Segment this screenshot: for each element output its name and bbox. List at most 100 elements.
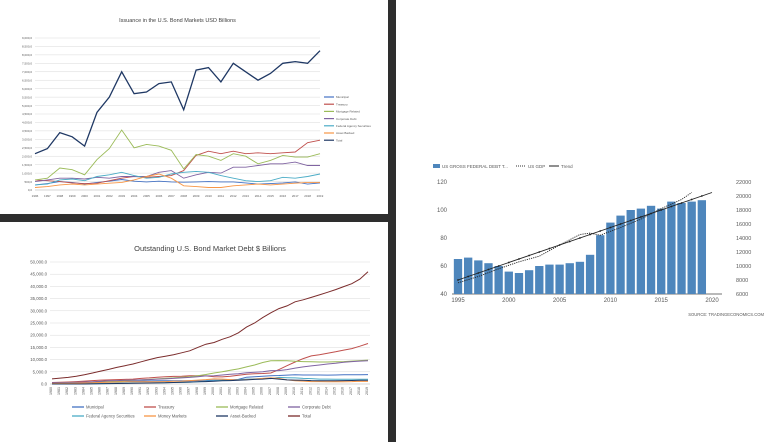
bar: [474, 260, 483, 294]
y-tick-label: 40,000.0: [30, 284, 47, 289]
x-tick-label: 2015: [333, 387, 337, 395]
y-tick-label: 35,000.0: [30, 296, 47, 301]
x-tick-label: 2018: [357, 387, 361, 395]
legend-label: Asset-Backed: [230, 414, 257, 419]
trend-point: [487, 268, 490, 271]
trend-point: [670, 205, 673, 208]
chart-title: Issuance in the U.S. Bond Markets USD Bi…: [119, 18, 236, 24]
bar: [697, 200, 707, 294]
y-tick-label: 6,000,0: [22, 87, 32, 91]
y2-tick-label: 16000: [736, 222, 751, 228]
x-tick-label: 2006: [156, 194, 163, 198]
x-tick-label: 2002: [106, 194, 113, 198]
x-tick-label: 2010: [292, 387, 296, 395]
x-tick-label: 2001: [94, 194, 101, 198]
y-tick-label: 9,000,0: [22, 36, 32, 40]
x-tick-label: 2016: [341, 387, 345, 395]
trend-point: [457, 279, 459, 281]
vertical-divider: [388, 0, 396, 442]
trend-point: [467, 275, 470, 278]
legend-label: Total: [336, 138, 343, 142]
source-label: SOURCE: TRADINGECONOMICS.COM: [688, 312, 764, 317]
x-tick-label: 2011: [300, 387, 304, 395]
series-line-total: [34, 50, 321, 155]
series-line-total: [51, 271, 369, 380]
y-tick-label: 15,000.0: [30, 345, 47, 350]
x-tick-label: 2001: [219, 387, 223, 395]
outstanding-chart: Outstanding U.S. Bond Market Debt $ Bill…: [30, 244, 370, 419]
trend-point: [690, 198, 693, 201]
x-tick-label: 2005: [553, 298, 567, 304]
legend-label: US GROSS FEDERAL DEBT T...: [442, 164, 508, 169]
x-tick-label: 1990: [130, 387, 134, 395]
legend-label: Municipal: [86, 405, 104, 410]
x-tick-label: 1998: [195, 387, 199, 395]
x-tick-label: 1997: [44, 194, 51, 198]
y-tick-label: 6,500,0: [22, 78, 32, 82]
y2-tick-label: 14000: [736, 236, 751, 242]
legend-label: Federal Agency Securities: [86, 414, 135, 419]
bar: [626, 210, 635, 294]
trend-point: [497, 265, 500, 267]
bar: [687, 201, 696, 294]
x-tick-label: 2014: [324, 387, 328, 395]
bar: [575, 261, 585, 294]
x-tick-label: 1986: [98, 387, 102, 395]
bar: [667, 201, 676, 294]
bar: [535, 266, 544, 294]
x-tick-label: 2000: [211, 387, 215, 395]
x-tick-label: 2015: [655, 298, 669, 304]
x-tick-label: 1996: [32, 194, 39, 198]
bar: [514, 273, 524, 294]
bar: [504, 271, 513, 294]
legend-label: Trend: [561, 164, 573, 169]
y-tick-label: 4,000,0: [22, 121, 32, 125]
trend-point: [650, 212, 652, 215]
x-tick-label: 1999: [203, 387, 207, 395]
y-tick-label: 100: [437, 208, 448, 214]
y-tick-label: 45,000.0: [30, 272, 47, 277]
bar: [494, 266, 503, 294]
y-tick-label: 7,500,0: [22, 62, 32, 66]
x-tick-label: 2019: [365, 387, 369, 395]
y2-tick-label: 18000: [736, 208, 751, 214]
bar: [545, 264, 554, 294]
issuance-chart: Issuance in the U.S. Bond Markets USD Bi…: [22, 18, 371, 198]
legend-label: Corporate Debt: [336, 117, 357, 121]
y2-tick-label: 22000: [736, 180, 751, 186]
y2-tick-label: 6000: [736, 292, 748, 298]
y2-tick-label: 8000: [736, 278, 748, 284]
trend-point: [538, 251, 541, 253]
x-tick-label: 2017: [292, 194, 299, 198]
x-tick-label: 2011: [218, 194, 225, 198]
y-tick-label: 5,000.0: [33, 369, 48, 374]
x-tick-label: 2017: [349, 387, 353, 395]
legend-label: Federal Agency Securities: [336, 124, 371, 128]
legend-label: Municipal: [336, 95, 349, 99]
trend-point: [639, 216, 642, 218]
x-tick-label: 2000: [502, 298, 516, 304]
x-tick-label: 2010: [205, 194, 212, 198]
legend-swatch-bar: [433, 164, 440, 168]
x-tick-label: 2008: [180, 194, 187, 198]
x-tick-label: 2007: [268, 387, 272, 395]
x-tick-label: 1998: [56, 194, 63, 198]
legend-label: Money Markets: [158, 414, 187, 419]
x-tick-label: 2005: [252, 387, 256, 395]
y-tick-label: 3,000,0: [22, 138, 32, 142]
x-tick-label: 2008: [276, 387, 280, 395]
debt-gdp-chart: US GROSS FEDERAL DEBT T... US GDP Trend 40 6…: [433, 164, 764, 317]
y-tick-label: 5,000,0: [22, 104, 32, 108]
bar: [453, 259, 463, 294]
trend-point: [518, 258, 520, 260]
x-tick-label: 2012: [308, 387, 312, 395]
x-tick-label: 1999: [69, 194, 76, 198]
bar: [484, 263, 493, 294]
legend-label: Mortgage Related: [336, 110, 360, 114]
y-tick-label: 2,000,0: [22, 154, 32, 158]
y2-tick-label: 12000: [736, 250, 751, 256]
x-tick-label: 1992: [146, 387, 150, 395]
bar: [636, 208, 646, 294]
x-tick-label: 2003: [118, 194, 125, 198]
x-tick-label: 2015: [267, 194, 274, 198]
